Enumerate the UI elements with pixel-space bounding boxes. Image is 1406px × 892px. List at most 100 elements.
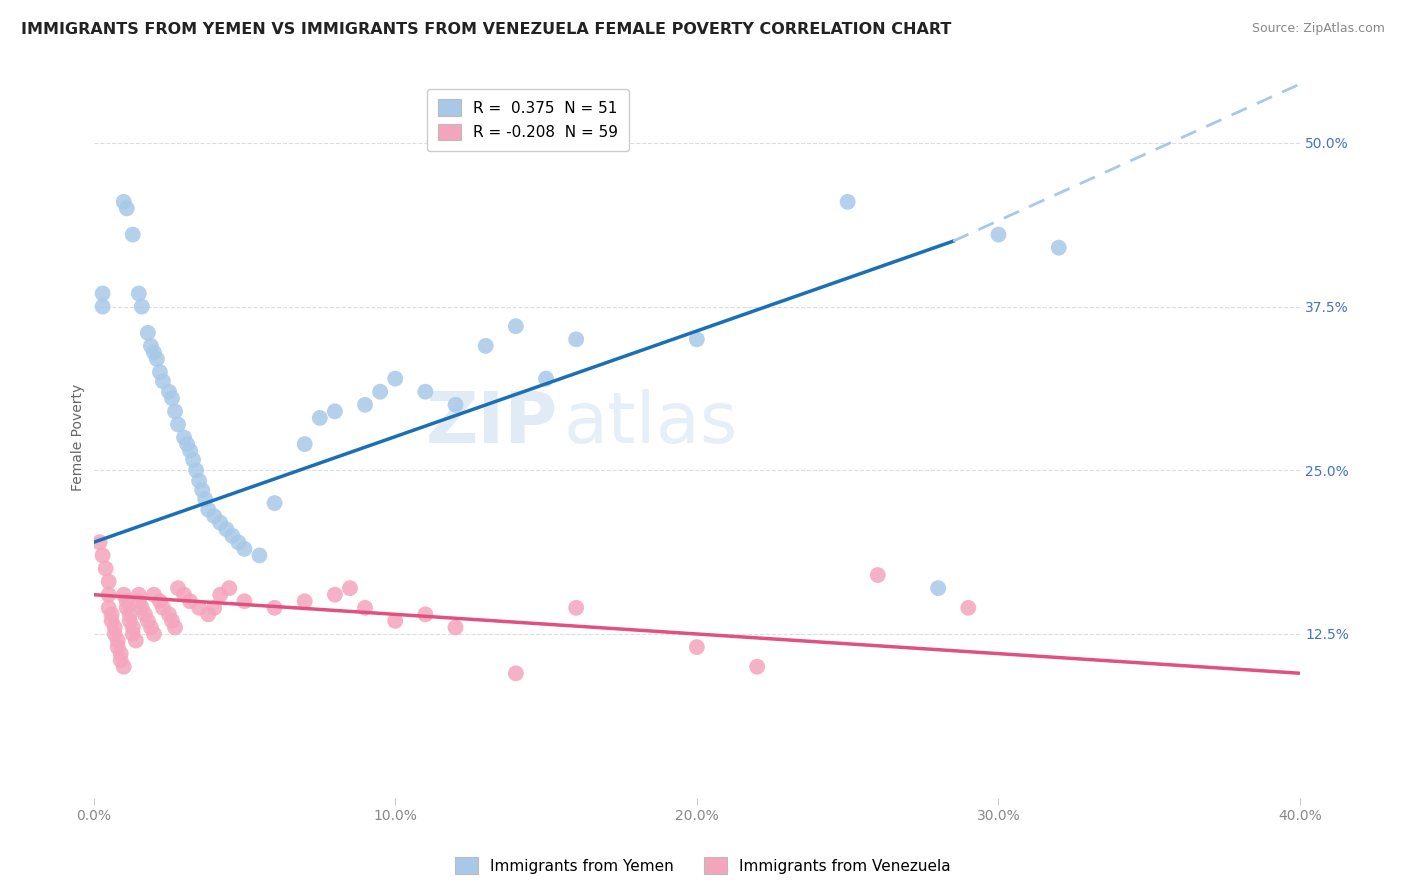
Point	[202, 509, 225, 524]
Point	[444, 398, 467, 412]
Point	[110, 647, 132, 661]
Point	[163, 620, 186, 634]
Point	[215, 522, 238, 536]
Text: ZIP: ZIP	[426, 389, 558, 458]
Point	[415, 607, 437, 622]
Point	[128, 588, 150, 602]
Point	[115, 594, 138, 608]
Point	[294, 594, 316, 608]
Point	[142, 345, 165, 359]
Point	[131, 600, 153, 615]
Point	[686, 332, 709, 346]
Point	[323, 588, 346, 602]
Point	[354, 600, 377, 615]
Point	[354, 398, 377, 412]
Point	[160, 391, 183, 405]
Point	[249, 549, 271, 563]
Point	[233, 594, 256, 608]
Point	[121, 227, 143, 242]
Point	[136, 614, 159, 628]
Point	[91, 549, 114, 563]
Point	[505, 666, 527, 681]
Point	[176, 437, 198, 451]
Point	[142, 588, 165, 602]
Point	[128, 286, 150, 301]
Point	[368, 384, 391, 399]
Point	[534, 371, 557, 385]
Point	[957, 600, 980, 615]
Point	[181, 452, 204, 467]
Point	[384, 614, 406, 628]
Point	[987, 227, 1010, 242]
Point	[128, 594, 150, 608]
Point	[100, 614, 122, 628]
Point	[167, 581, 190, 595]
Point	[149, 594, 172, 608]
Point	[444, 620, 467, 634]
Point	[160, 614, 183, 628]
Point	[188, 600, 211, 615]
Point	[136, 326, 159, 340]
Point	[384, 371, 406, 385]
Point	[323, 404, 346, 418]
Text: Source: ZipAtlas.com: Source: ZipAtlas.com	[1251, 22, 1385, 36]
Legend: R =  0.375  N = 51, R = -0.208  N = 59: R = 0.375 N = 51, R = -0.208 N = 59	[427, 88, 628, 151]
Point	[97, 600, 120, 615]
Point	[146, 351, 169, 366]
Point	[173, 431, 195, 445]
Point	[1047, 241, 1070, 255]
Point	[121, 620, 143, 634]
Point	[91, 286, 114, 301]
Point	[233, 541, 256, 556]
Point	[115, 202, 138, 216]
Point	[112, 194, 135, 209]
Point	[209, 516, 232, 530]
Point	[505, 319, 527, 334]
Point	[263, 496, 285, 510]
Point	[107, 640, 129, 654]
Point	[263, 600, 285, 615]
Point	[131, 300, 153, 314]
Point	[121, 627, 143, 641]
Point	[152, 374, 174, 388]
Point	[194, 492, 217, 507]
Point	[100, 607, 122, 622]
Point	[167, 417, 190, 432]
Point	[104, 627, 127, 641]
Point	[97, 574, 120, 589]
Point	[866, 568, 889, 582]
Point	[209, 588, 232, 602]
Point	[139, 620, 162, 634]
Point	[927, 581, 949, 595]
Point	[339, 581, 361, 595]
Point	[112, 588, 135, 602]
Point	[308, 411, 330, 425]
Point	[565, 600, 588, 615]
Point	[191, 483, 214, 497]
Point	[118, 607, 141, 622]
Point	[134, 607, 156, 622]
Point	[474, 339, 496, 353]
Point	[197, 607, 219, 622]
Point	[125, 633, 148, 648]
Point	[142, 627, 165, 641]
Text: atlas: atlas	[564, 389, 738, 458]
Point	[188, 474, 211, 488]
Point	[107, 633, 129, 648]
Point	[179, 443, 201, 458]
Point	[202, 600, 225, 615]
Point	[294, 437, 316, 451]
Point	[173, 588, 195, 602]
Point	[197, 502, 219, 516]
Point	[218, 581, 240, 595]
Point	[97, 588, 120, 602]
Point	[115, 600, 138, 615]
Point	[89, 535, 111, 549]
Point	[565, 332, 588, 346]
Point	[179, 594, 201, 608]
Point	[91, 300, 114, 314]
Point	[139, 339, 162, 353]
Text: IMMIGRANTS FROM YEMEN VS IMMIGRANTS FROM VENEZUELA FEMALE POVERTY CORRELATION CH: IMMIGRANTS FROM YEMEN VS IMMIGRANTS FROM…	[21, 22, 952, 37]
Legend: Immigrants from Yemen, Immigrants from Venezuela: Immigrants from Yemen, Immigrants from V…	[449, 851, 957, 880]
Point	[94, 561, 117, 575]
